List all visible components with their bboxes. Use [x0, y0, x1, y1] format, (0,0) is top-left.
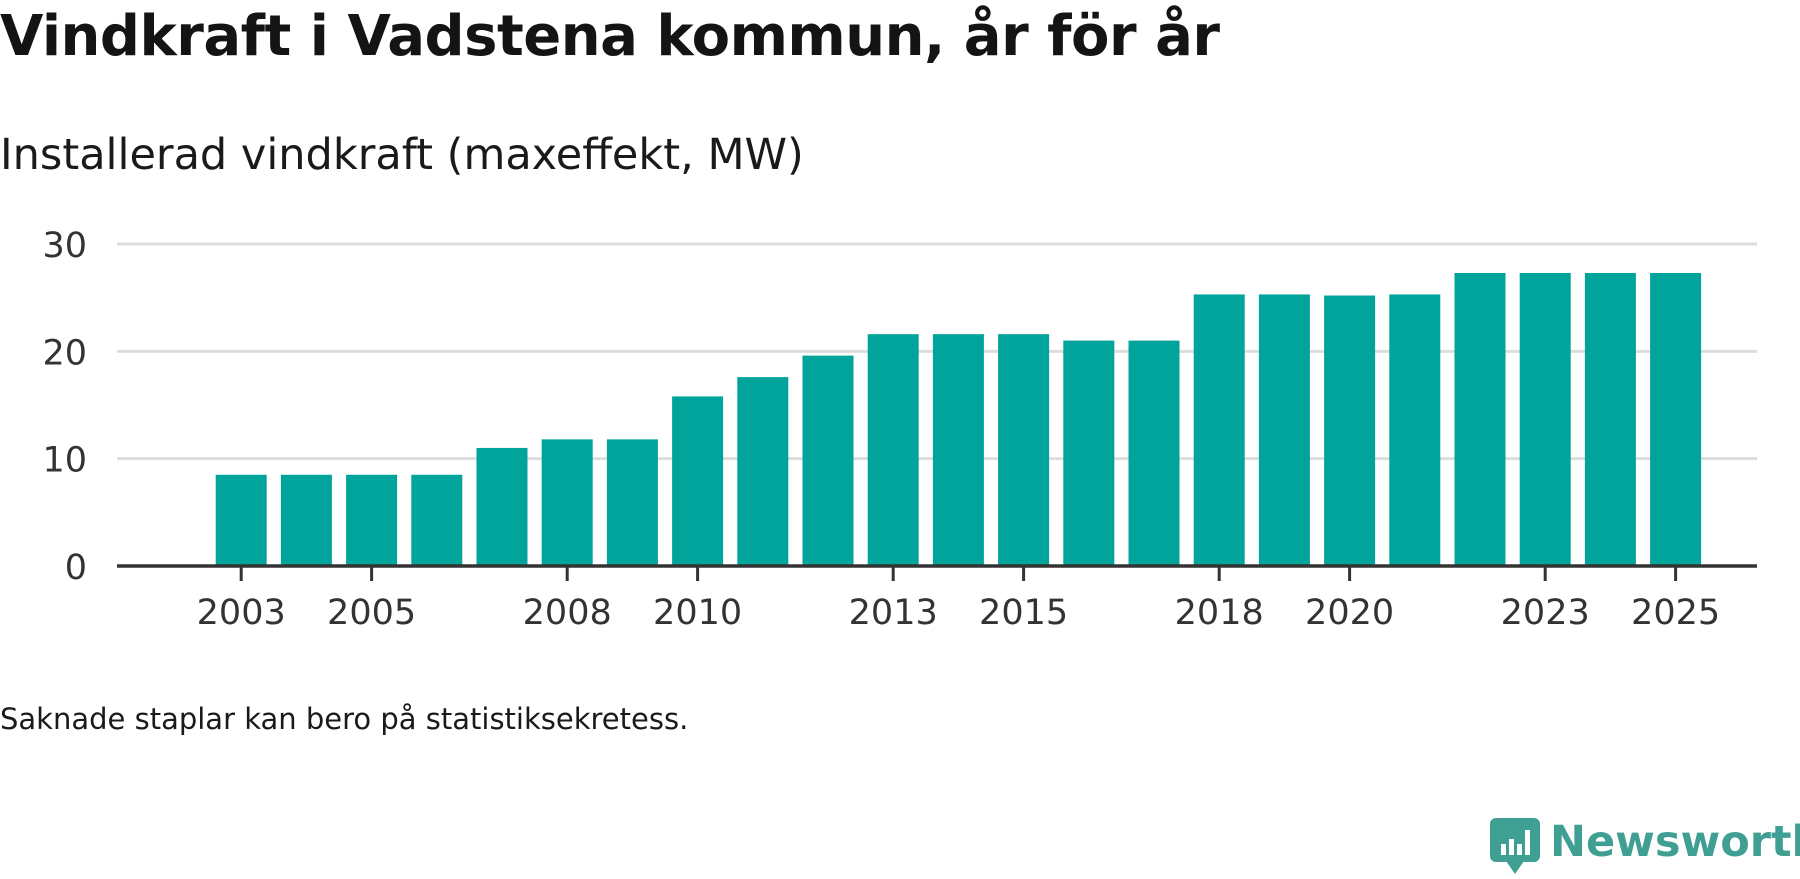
x-axis	[117, 564, 1757, 581]
footnote: Saknade staplar kan bero på statistiksek…	[0, 702, 689, 736]
x-tick-label: 2018	[1175, 593, 1264, 633]
x-tick-label: 2013	[849, 593, 938, 633]
x-tick-label: 2025	[1631, 593, 1720, 633]
bar-2009	[606, 439, 658, 566]
bar-2011	[737, 377, 789, 566]
bar-2013	[867, 334, 919, 566]
bar-2017	[1128, 340, 1180, 566]
y-axis-labels: 0 10 20 30	[42, 226, 87, 588]
bar-2018	[1193, 294, 1245, 566]
bar-2005	[346, 474, 398, 566]
x-tick-label: 2003	[197, 593, 286, 633]
y-tick-label: 20	[42, 333, 87, 373]
x-axis-labels: 2003 2005 2008 2010 2013 2015 2018 2020 2023 2025	[197, 593, 1720, 633]
x-tick-label: 2005	[327, 593, 416, 633]
bar-2021	[1389, 294, 1441, 566]
bar-2008	[541, 439, 593, 566]
bar-series	[215, 272, 1702, 566]
bar-2012	[802, 355, 854, 566]
brand-name: Newsworthy	[1550, 817, 1800, 867]
bar-2023	[1519, 272, 1571, 566]
x-tick-label: 2008	[523, 593, 612, 633]
bar-2004	[280, 474, 332, 566]
bar-2024	[1584, 272, 1636, 566]
bar-2006	[411, 474, 463, 566]
bar-2019	[1258, 294, 1310, 566]
bar-2025	[1650, 272, 1702, 566]
x-tick-label: 2010	[653, 593, 742, 633]
bar-2014	[932, 334, 984, 566]
y-tick-label: 10	[42, 441, 87, 481]
x-tick-label: 2023	[1501, 593, 1590, 633]
bar-2007	[476, 447, 528, 566]
x-tick-label: 2015	[979, 593, 1068, 633]
y-tick-label: 30	[42, 226, 87, 266]
newsworthy-logo-icon	[1490, 818, 1540, 874]
bar-2015	[998, 334, 1050, 566]
bar-2020	[1324, 295, 1376, 566]
y-tick-label: 0	[65, 548, 87, 588]
brand-logo[interactable]: Newsworthy	[1490, 818, 1800, 878]
bar-2010	[672, 396, 724, 566]
bar-2003	[215, 474, 267, 566]
bar-2022	[1454, 272, 1506, 566]
chart-title: Vindkraft i Vadstena kommun, år för år	[0, 4, 1220, 69]
chart-subtitle: Installerad vindkraft (maxeffekt, MW)	[0, 130, 804, 180]
x-tick-label: 2020	[1305, 593, 1394, 633]
bar-2016	[1063, 340, 1115, 566]
